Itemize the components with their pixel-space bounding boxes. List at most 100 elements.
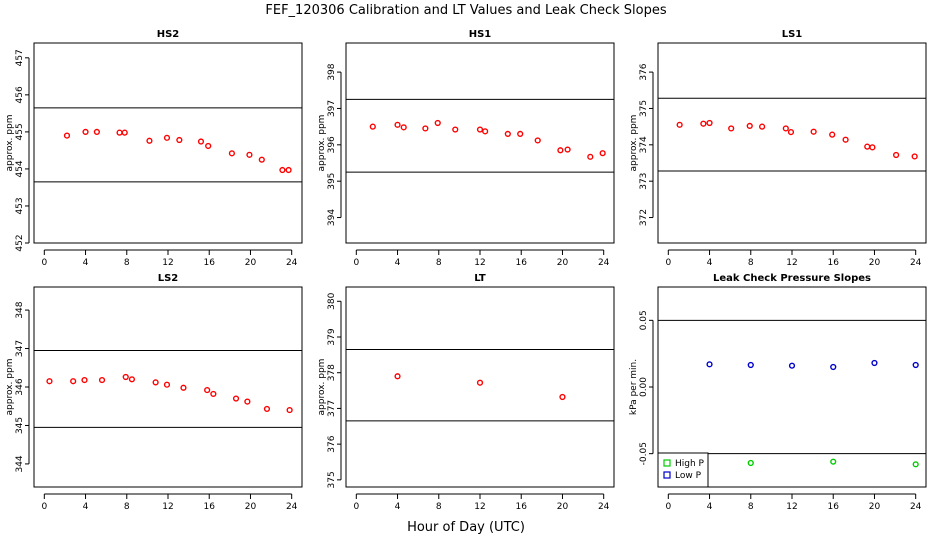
plot-frame (657, 286, 927, 488)
data-point (482, 128, 489, 135)
y-tick-label: 0.05 (639, 310, 649, 330)
y-axis-label: approx. ppm (5, 115, 15, 172)
y-tick-label: -0.05 (639, 442, 649, 465)
data-point (70, 378, 77, 385)
plot-frame (657, 42, 927, 244)
data-point (434, 119, 441, 127)
data-point (263, 405, 271, 413)
data-point (128, 376, 136, 383)
data-point (810, 128, 817, 135)
data-point (394, 121, 401, 128)
data-point (205, 142, 212, 150)
x-tick-label: 16 (516, 502, 528, 512)
y-tick-label: 372 (639, 209, 649, 226)
data-point (829, 131, 836, 138)
data-point (871, 359, 878, 367)
data-point (146, 137, 153, 144)
x-tick-label: 4 (707, 502, 713, 512)
data-point (700, 120, 707, 127)
x-tick-label: 0 (665, 502, 671, 512)
y-tick-label: 396 (327, 136, 337, 153)
data-point (728, 125, 735, 132)
y-tick-label: 457 (15, 49, 25, 66)
x-tick-label: 20 (557, 258, 569, 268)
x-tick-label: 4 (83, 258, 89, 268)
x-tick-label: 20 (557, 502, 569, 512)
panel-title: LT (474, 273, 486, 284)
data-point (476, 126, 484, 133)
plot-frame (33, 286, 303, 488)
y-tick-label: 453 (15, 197, 25, 214)
data-point (557, 147, 564, 154)
x-tick-label: 8 (748, 258, 754, 268)
legend-label: High P (675, 459, 705, 469)
legend-box (657, 452, 709, 488)
x-tick-label: 0 (353, 258, 359, 268)
y-tick-label: 378 (327, 364, 337, 381)
y-tick-label: 344 (15, 455, 25, 472)
x-tick-label: 24 (598, 258, 610, 268)
x-tick-label: 20 (869, 258, 881, 268)
y-tick-label: 374 (639, 136, 649, 153)
data-point (279, 166, 286, 174)
data-point (163, 381, 171, 388)
data-point (197, 138, 205, 145)
x-tick-label: 24 (286, 258, 298, 268)
y-tick-label: 348 (15, 301, 25, 318)
data-point (912, 361, 919, 369)
data-point (864, 143, 871, 150)
data-point (121, 129, 128, 136)
data-point (564, 146, 571, 153)
data-point (747, 459, 754, 467)
data-point (788, 362, 796, 369)
legend-label: Low P (675, 471, 702, 481)
x-tick-label: 8 (124, 258, 130, 268)
x-tick-label: 16 (828, 502, 840, 512)
x-tick-label: 16 (204, 502, 216, 512)
y-tick-label: 0.00 (639, 377, 649, 397)
x-tick-label: 8 (436, 502, 442, 512)
x-tick-label: 8 (124, 502, 130, 512)
x-tick-label: 24 (598, 502, 610, 512)
y-tick-label: 454 (15, 160, 25, 177)
y-tick-label: 398 (327, 63, 337, 80)
x-tick-label: 4 (707, 258, 713, 268)
data-point (912, 461, 919, 468)
x-tick-label: 4 (395, 502, 401, 512)
panel-title: HS1 (469, 29, 492, 40)
y-tick-label: 456 (15, 86, 25, 103)
data-point (285, 166, 292, 174)
y-tick-label: 346 (15, 378, 25, 395)
x-tick-label: 0 (41, 258, 47, 268)
x-tick-label: 12 (474, 258, 485, 268)
data-point (93, 128, 100, 135)
x-tick-label: 16 (828, 258, 840, 268)
x-tick-label: 20 (245, 258, 257, 268)
y-tick-label: 376 (327, 435, 337, 452)
x-tick-label: 24 (910, 502, 922, 512)
data-point (163, 134, 171, 141)
y-tick-label: 375 (639, 100, 649, 117)
data-point (787, 128, 795, 136)
data-point (81, 376, 88, 384)
legend-swatch (663, 459, 671, 467)
x-tick-label: 4 (395, 258, 401, 268)
panel-title: LS1 (782, 29, 803, 40)
data-point (180, 384, 187, 391)
data-point (587, 153, 594, 160)
y-tick-label: 394 (327, 209, 337, 226)
data-point (504, 130, 511, 138)
x-tick-label: 24 (910, 258, 922, 268)
panel-2: LS1 0 4 8 12 16 20 24 372 373 374 375 376 approx. ppm (629, 29, 927, 268)
x-tick-label: 12 (162, 502, 173, 512)
data-point (82, 128, 89, 135)
x-tick-label: 0 (665, 258, 671, 268)
x-tick-label: 8 (748, 502, 754, 512)
data-point (534, 137, 541, 144)
plot-frame (345, 42, 615, 244)
panels: HS2 0 4 8 12 16 20 24 452 453 454 455 456 457 approx. … (5, 29, 927, 512)
y-axis-label: approx. ppm (5, 359, 15, 416)
x-tick-label: 20 (869, 502, 881, 512)
y-tick-label: 397 (327, 100, 337, 117)
